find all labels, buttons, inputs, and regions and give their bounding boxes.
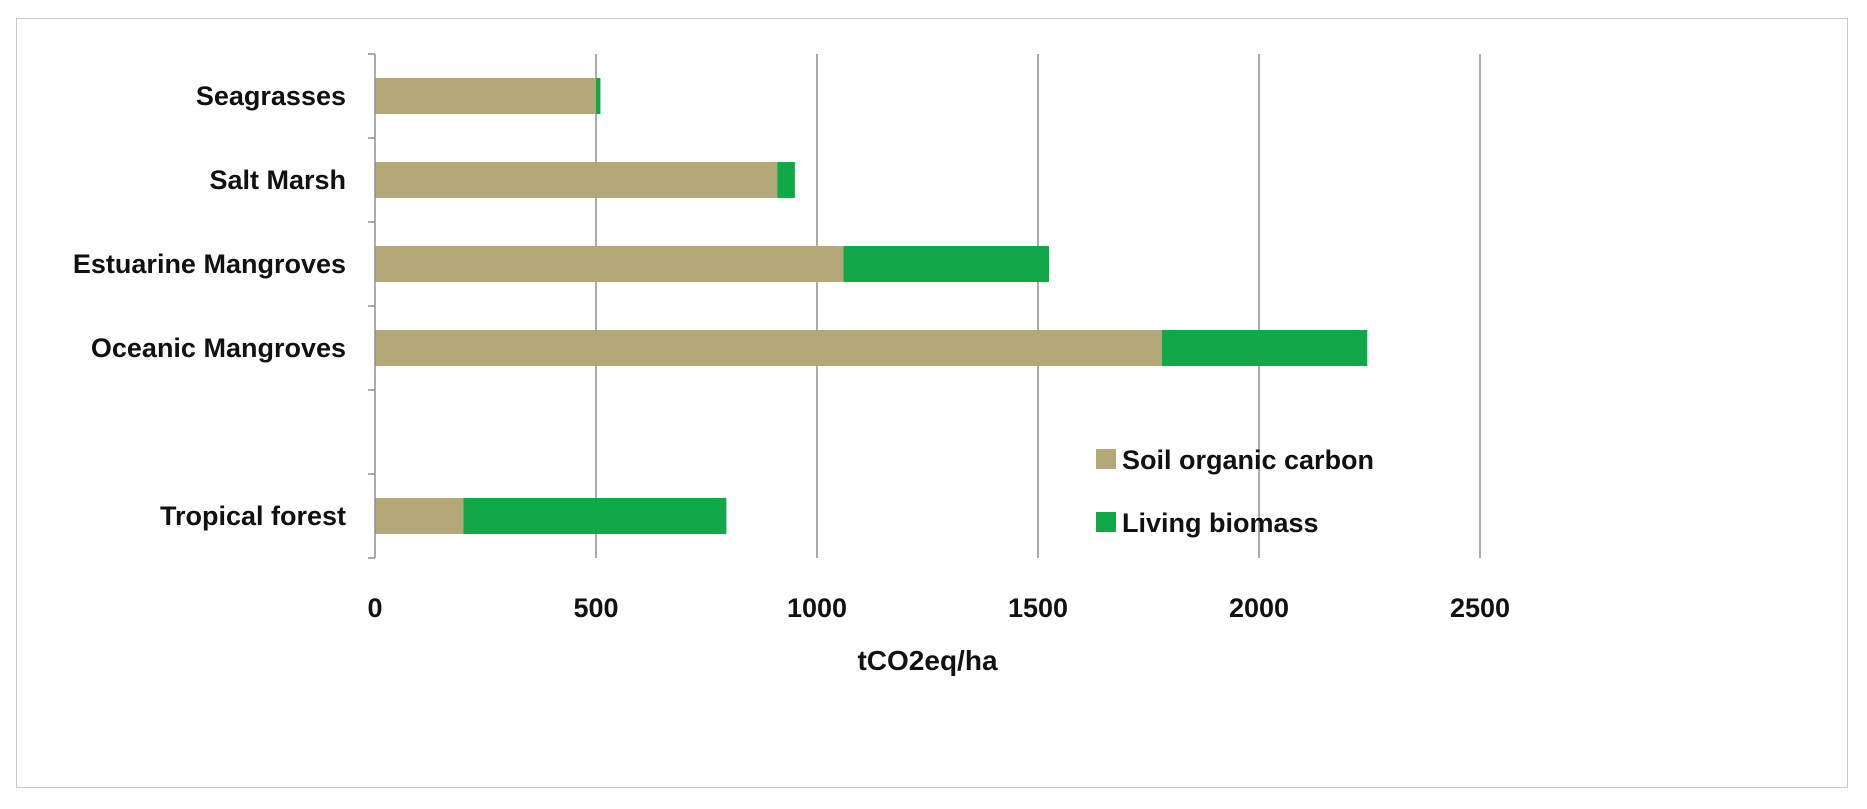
category-labels: Seagrasses Salt Marsh Estuarine Mangroves O…: [73, 81, 346, 531]
legend: Soil organic carbon Living biomass: [1096, 445, 1374, 538]
x-tick-label: 0: [367, 593, 382, 623]
y-axis: [368, 53, 376, 559]
x-tick-label: 500: [573, 593, 618, 623]
bar-segment-soil: [375, 78, 596, 114]
category-label: Estuarine Mangroves: [73, 249, 346, 279]
category-label: Salt Marsh: [209, 165, 346, 195]
bar-segment-soil: [375, 162, 778, 198]
x-tick-label: 2000: [1229, 593, 1289, 623]
x-axis-title: tCO2eq/ha: [857, 645, 997, 676]
bar-segment-living: [596, 78, 601, 114]
legend-label: Soil organic carbon: [1122, 445, 1374, 475]
legend-label: Living biomass: [1122, 508, 1319, 538]
x-tick-labels: 0 500 1000 1500 2000 2500: [367, 593, 1510, 623]
x-tick-label: 1000: [787, 593, 847, 623]
category-label: Seagrasses: [196, 81, 346, 111]
legend-swatch: [1096, 449, 1116, 469]
chart-frame: [16, 18, 1848, 788]
bar-segment-living: [777, 162, 795, 198]
x-tick-label: 1500: [1008, 593, 1068, 623]
bar-segment-living: [843, 246, 1050, 282]
x-tick-label: 2500: [1450, 593, 1510, 623]
bar-segment-soil: [375, 498, 464, 534]
gridlines: [595, 54, 1481, 558]
bar-segment-living: [1161, 330, 1368, 366]
category-label: Oceanic Mangroves: [91, 333, 346, 363]
legend-swatch: [1096, 512, 1116, 532]
bars: [375, 78, 1368, 534]
category-label: Tropical forest: [160, 501, 346, 531]
bar-segment-living: [463, 498, 727, 534]
bar-segment-soil: [375, 330, 1162, 366]
bar-segment-soil: [375, 246, 844, 282]
